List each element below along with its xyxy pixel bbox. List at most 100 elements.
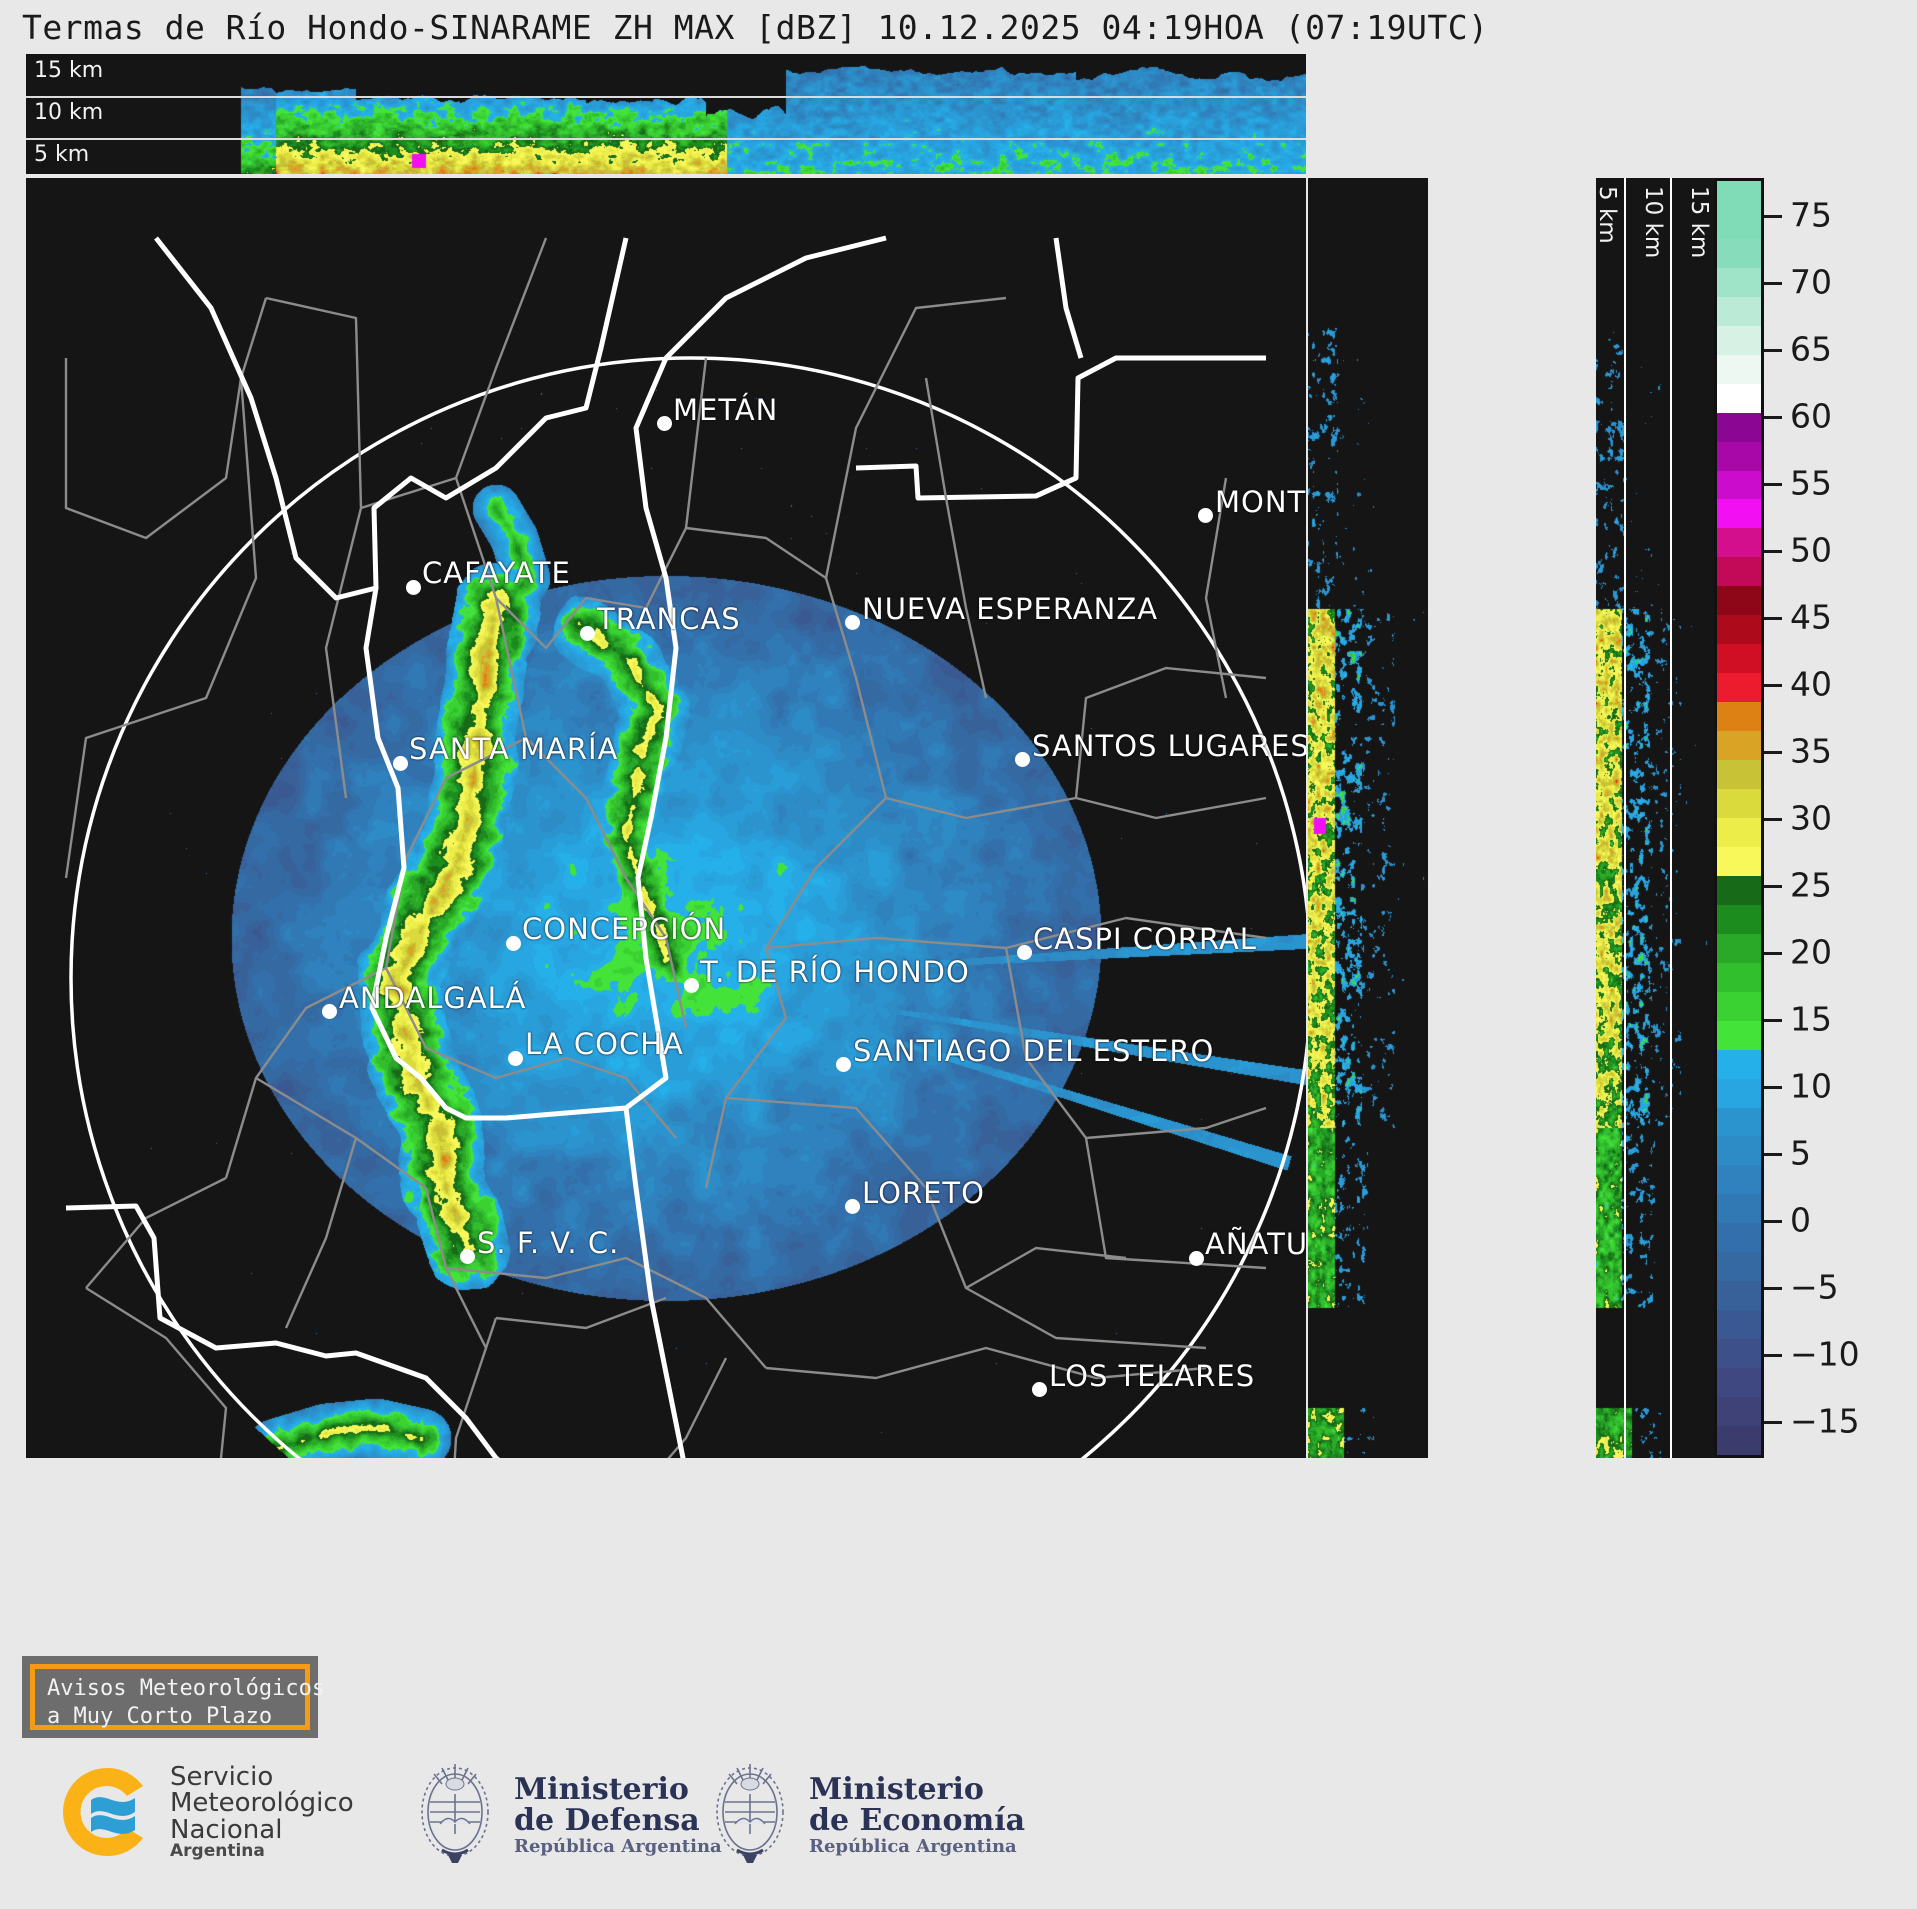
defensa-line-2: de Defensa (514, 1803, 700, 1839)
colorbar-segment (1717, 1049, 1761, 1079)
colorbar-tick-label: 65 (1790, 329, 1832, 369)
cross-section-top-radar-canvas (26, 54, 1306, 174)
map-boundary-path (667, 1357, 728, 1458)
colorbar-segment (1717, 1223, 1761, 1253)
colorbar-segment (1717, 441, 1761, 471)
map-boundary-path (1004, 947, 1267, 1270)
colorbar-tick-label: −10 (1790, 1334, 1860, 1374)
map-boundary-path (495, 1296, 667, 1330)
colorbar-segment (1717, 615, 1761, 645)
colorbar-segment (1717, 875, 1761, 905)
colorbar-tick (1764, 885, 1782, 889)
map-boundary-path (64, 377, 258, 879)
colorbar-segment (1717, 557, 1761, 587)
map-boundary-path (360, 237, 548, 510)
colorbar-segment (1717, 933, 1761, 963)
colorbar-segment (1717, 325, 1761, 355)
map-boundary-path (363, 235, 887, 1121)
cross-section-right-radar-canvas-a (1308, 178, 1428, 1458)
colorbar-segment (1717, 1339, 1761, 1369)
colorbar-segment (1717, 904, 1761, 934)
smn-text-argentina: Argentina (170, 1841, 265, 1862)
colorbar-segment (1717, 1078, 1761, 1108)
map-boundary-path (85, 1176, 227, 1289)
colorbar-segment (1717, 1425, 1761, 1455)
colorbar-segment (1717, 760, 1761, 790)
map-boundary-path (154, 236, 629, 601)
map-boundary-path (445, 1256, 767, 1369)
cross-section-top-panel: 15 km 10 km 5 km (26, 54, 1306, 174)
colorbar-segment (1717, 383, 1761, 413)
colorbar-tick (1764, 281, 1782, 285)
colorbar-tick-label: −5 (1790, 1267, 1839, 1307)
colorbar-tick-label: 0 (1790, 1200, 1811, 1240)
map-boundary-path (425, 1046, 677, 1139)
colorbar-segment (1717, 470, 1761, 500)
colorbar-tick-label: 10 (1790, 1066, 1832, 1106)
economia-line-2: de Economía (809, 1803, 1026, 1839)
colorbar-segment (1717, 789, 1761, 818)
map-boundary-path (824, 577, 1267, 820)
colorbar-segment (1717, 354, 1761, 384)
colorbar-tick (1764, 1153, 1782, 1157)
colorbar-tick (1764, 952, 1782, 956)
colorbar-tick (1764, 1421, 1782, 1425)
colorbar-segment (1717, 1194, 1761, 1224)
colorbar-segment (1717, 1368, 1761, 1398)
xsec-right-label-10km: 10 km (1640, 186, 1666, 259)
radar-map-panel[interactable]: METÁNMONTE CCAFAYATETRANCASNUEVA ESPERAN… (26, 178, 1306, 1458)
colorbar-segment (1717, 702, 1761, 732)
map-boundary-path (965, 1246, 1127, 1290)
colorbar-tick (1764, 616, 1782, 620)
colorbar-segment (1717, 673, 1761, 703)
colorbar-tick (1764, 482, 1782, 486)
cross-section-right-radar-canvas-b (1596, 178, 1714, 1458)
colorbar-segment (1717, 817, 1761, 847)
colorbar-tick (1764, 750, 1782, 754)
colorbar-segment (1717, 296, 1761, 326)
colorbar-segment (1717, 181, 1761, 210)
map-boundary-path (765, 1346, 1207, 1380)
map-boundary-path (1053, 237, 1084, 359)
smn-logo-mark (63, 1767, 143, 1857)
defensa-line-1: Ministerio (514, 1771, 689, 1807)
colorbar-tick (1764, 683, 1782, 687)
map-boundary-path (685, 296, 1007, 580)
map-boundary-path (85, 1286, 228, 1458)
xsec-right-divider-1 (1624, 178, 1626, 1458)
colorbar-segment (1717, 1252, 1761, 1282)
map-boundary-path (623, 1107, 686, 1458)
colorbar-segment (1717, 267, 1761, 297)
colorbar-segment (1717, 846, 1761, 876)
colorbar-tick (1764, 1220, 1782, 1224)
map-boundary-path (1074, 666, 1267, 799)
smn-logo: Servicio Meteorológico Nacional Argentin… (55, 1762, 354, 1862)
colorbar-tick-label: −15 (1790, 1401, 1860, 1441)
map-boundary-path (224, 966, 387, 1179)
map-boundary-path (65, 1203, 501, 1458)
colorbar-segment (1717, 238, 1761, 268)
colorbar-tick-label: 15 (1790, 999, 1832, 1039)
footer-logos: Servicio Meteorológico Nacional Argentin… (0, 1750, 1917, 1909)
colorbar-segment (1717, 586, 1761, 616)
colorbar-tick (1764, 415, 1782, 419)
colorbar-tick-label: 70 (1790, 262, 1832, 302)
colorbar-tick (1764, 1086, 1782, 1090)
avisos-meteorologicos-box[interactable]: Avisos Meteorológicos a Muy Corto Plazo (30, 1664, 325, 1730)
colorbar-tick-label: 45 (1790, 597, 1832, 637)
colorbar-segment (1717, 1281, 1761, 1311)
colorbar-tick-label: 55 (1790, 463, 1832, 503)
smn-text-servicio: Servicio (170, 1761, 274, 1792)
colorbar-tick-layer: 75 70 65 60 55 50 45 40 35 30 25 20 15 10 5 0 −5 −10 −15 (1764, 178, 1904, 1458)
economia-line-3: República Argentina (809, 1836, 1017, 1858)
map-boundary-path (265, 296, 363, 799)
colorbar-segment (1717, 1136, 1761, 1166)
xsec-right-label-5km: 5 km (1596, 186, 1620, 244)
smn-text-meteorologico: Meteorológico (170, 1788, 354, 1819)
colorbar-tick (1764, 214, 1782, 218)
map-boundary-path (704, 797, 887, 1189)
map-boundary-path (284, 1137, 358, 1329)
ministerio-defensa-logo: Ministerio de Defensa República Argentin… (410, 1760, 722, 1870)
colorbar-tick-label: 20 (1790, 932, 1832, 972)
colorbar-segment (1717, 1165, 1761, 1195)
